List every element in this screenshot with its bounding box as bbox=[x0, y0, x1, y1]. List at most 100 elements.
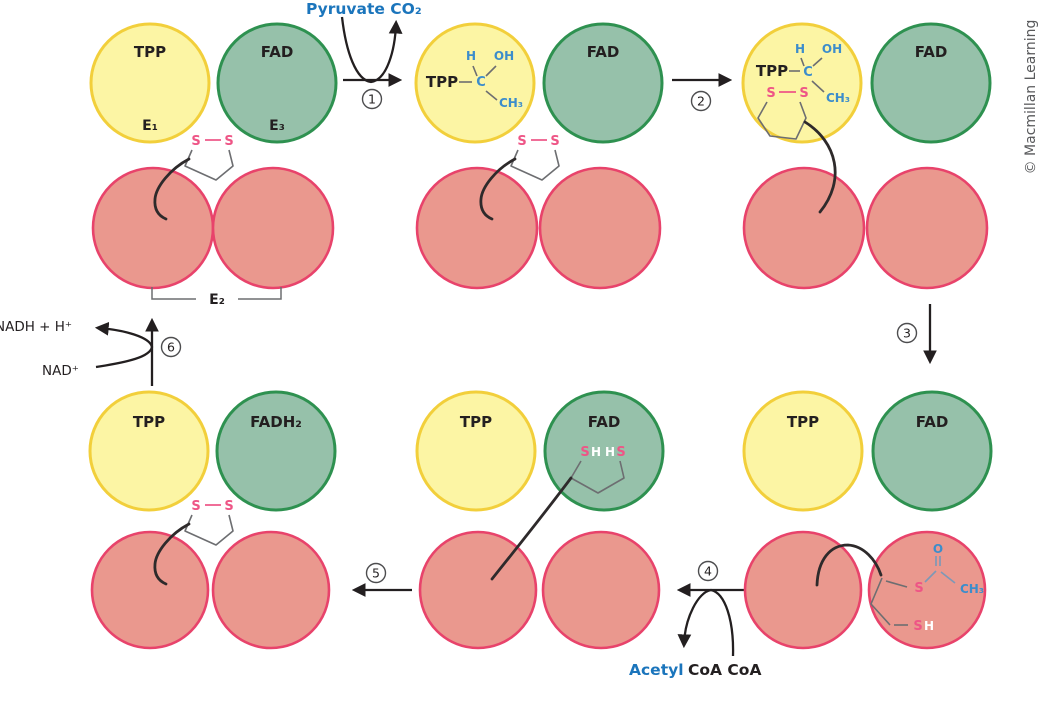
hydrogen-atom: H bbox=[924, 619, 934, 633]
e2-subunit-circle bbox=[90, 530, 210, 650]
step-1-badge bbox=[361, 88, 383, 110]
panel-5-state: TPP FAD S H H S bbox=[415, 390, 665, 650]
lipoyl-arm-tether bbox=[815, 543, 883, 587]
e1-tpp-circle bbox=[415, 390, 537, 512]
step-5-number: 5 bbox=[372, 566, 380, 581]
c-oh-bond bbox=[485, 65, 497, 77]
sulfur-atom: S bbox=[914, 581, 923, 596]
sulfur-atom: S bbox=[191, 134, 200, 149]
e2-subunit-circle bbox=[211, 530, 331, 650]
nad-label: NAD⁺ bbox=[42, 363, 79, 379]
oxygen-atom: O bbox=[933, 542, 943, 556]
lipoamide-ring bbox=[510, 149, 560, 181]
e2-subunit-circle bbox=[865, 166, 989, 290]
fad-label: FAD bbox=[588, 413, 621, 431]
methyl-group: CH₃ bbox=[826, 91, 850, 105]
c-h-bond bbox=[800, 57, 805, 67]
step-5-reaction: 5 bbox=[351, 562, 412, 597]
e3-label: E₃ bbox=[269, 118, 285, 134]
step-5-badge bbox=[365, 562, 387, 584]
fad-label: FAD bbox=[587, 43, 620, 61]
fad-label: FAD bbox=[916, 413, 949, 431]
lipoyl-arm-tether bbox=[153, 522, 191, 586]
e2-subunit-circle bbox=[541, 530, 661, 650]
e1-tpp-circle bbox=[89, 22, 211, 144]
nadh-label: NADH + H⁺ bbox=[0, 319, 72, 335]
acetyl-label: Acetyl bbox=[629, 661, 684, 679]
e1-label: E₁ bbox=[142, 118, 158, 134]
hydrogen-atom: H bbox=[605, 445, 615, 459]
e2-bracket-right bbox=[238, 287, 282, 300]
tpp-label: TPP bbox=[756, 62, 788, 80]
e1-tpp-circle bbox=[742, 390, 864, 512]
e3-fad-circle bbox=[542, 22, 664, 144]
sulfur-atom: S bbox=[913, 619, 922, 634]
c-ch3-bond bbox=[811, 80, 825, 93]
sulfur-atom: S bbox=[517, 134, 526, 149]
sulfur-atom: S bbox=[799, 86, 808, 101]
lipoamide-ring bbox=[757, 101, 807, 140]
step-6-reaction: NADH + H⁺ NAD⁺ 6 bbox=[0, 317, 182, 386]
e2-subunit-circle bbox=[743, 530, 863, 650]
step-4-badge bbox=[697, 560, 719, 582]
e1-tpp-circle bbox=[414, 22, 536, 144]
tpp-label: TPP bbox=[787, 413, 819, 431]
e3-fadh2-circle bbox=[215, 390, 337, 512]
e1-tpp-circle bbox=[88, 390, 210, 512]
sulfur-atom: S bbox=[550, 134, 559, 149]
panel-3: TPP FAD C H OH CH₃ S S bbox=[741, 22, 992, 290]
sulfur-atom: S bbox=[580, 445, 589, 460]
step-4-number: 4 bbox=[704, 564, 712, 579]
sulfur-atom: S bbox=[766, 86, 775, 101]
c-ch3-bond bbox=[485, 90, 498, 101]
lipoyl-arm-tether bbox=[479, 157, 517, 221]
e2-subunit-circle bbox=[742, 166, 866, 290]
step-4-reaction: 4 Acetyl CoA CoA bbox=[629, 560, 761, 679]
lipoamide-ring bbox=[184, 149, 234, 181]
fad-label: FAD bbox=[915, 43, 948, 61]
step-1-number: 1 bbox=[368, 92, 376, 107]
sulfur-atom: S bbox=[224, 134, 233, 149]
e3-fad-circle bbox=[870, 22, 992, 144]
fad-label: FAD bbox=[261, 43, 294, 61]
e2-subunit-circle bbox=[418, 530, 538, 650]
e2-subunit-circle bbox=[867, 530, 987, 650]
sulfur-atom: S bbox=[616, 445, 625, 460]
c-h-bond bbox=[472, 65, 478, 77]
step-3-reaction: 3 bbox=[896, 304, 937, 365]
carbon-atom: C bbox=[803, 65, 813, 80]
tpp-label: TPP bbox=[133, 413, 165, 431]
sulfur-atom: S bbox=[224, 499, 233, 514]
s-carbonyl-bond bbox=[924, 570, 937, 583]
step-1-reaction: Pyruvate CO₂ 1 bbox=[306, 0, 422, 110]
pyruvate-in-co2-out-curve bbox=[340, 16, 403, 84]
pyruvate-co2-label: Pyruvate CO₂ bbox=[306, 0, 422, 18]
hydrogen-atom: H bbox=[591, 445, 601, 459]
step-3-number: 3 bbox=[903, 326, 911, 341]
panel-1: TPP E₁ FAD E₃ S S bbox=[89, 22, 338, 290]
step-2-number: 2 bbox=[697, 94, 705, 109]
step-6-number: 6 bbox=[167, 340, 175, 355]
e3-fad-circle bbox=[216, 22, 338, 144]
dihydrolipoamide-chain bbox=[870, 577, 891, 626]
e1-tpp-circle bbox=[741, 22, 863, 144]
hydrogen-atom: H bbox=[795, 42, 805, 56]
c-ch3-bond bbox=[940, 571, 956, 584]
e2-bracket-group: E₂ bbox=[151, 287, 282, 308]
fadh2-label: FADH₂ bbox=[250, 413, 302, 431]
lipoyl-arm-tether bbox=[153, 157, 191, 221]
e2-subunit-circle bbox=[538, 166, 662, 290]
e2-label: E₂ bbox=[209, 292, 225, 308]
ch-s-bond bbox=[885, 580, 908, 588]
e2-bracket-left bbox=[151, 287, 196, 300]
e3-fad-circle bbox=[871, 390, 993, 512]
c-oh-bond bbox=[812, 57, 823, 67]
lipoamide-ring bbox=[184, 514, 234, 546]
hydroxyl-group: OH bbox=[494, 49, 514, 63]
panel-4-state: TPP FAD S S H O CH₃ bbox=[742, 390, 993, 650]
e2-subunit-circle bbox=[211, 166, 335, 290]
coa-coa-label: CoA CoA bbox=[688, 661, 761, 679]
sulfur-atom: S bbox=[191, 499, 200, 514]
tpp-label: TPP bbox=[134, 43, 166, 61]
